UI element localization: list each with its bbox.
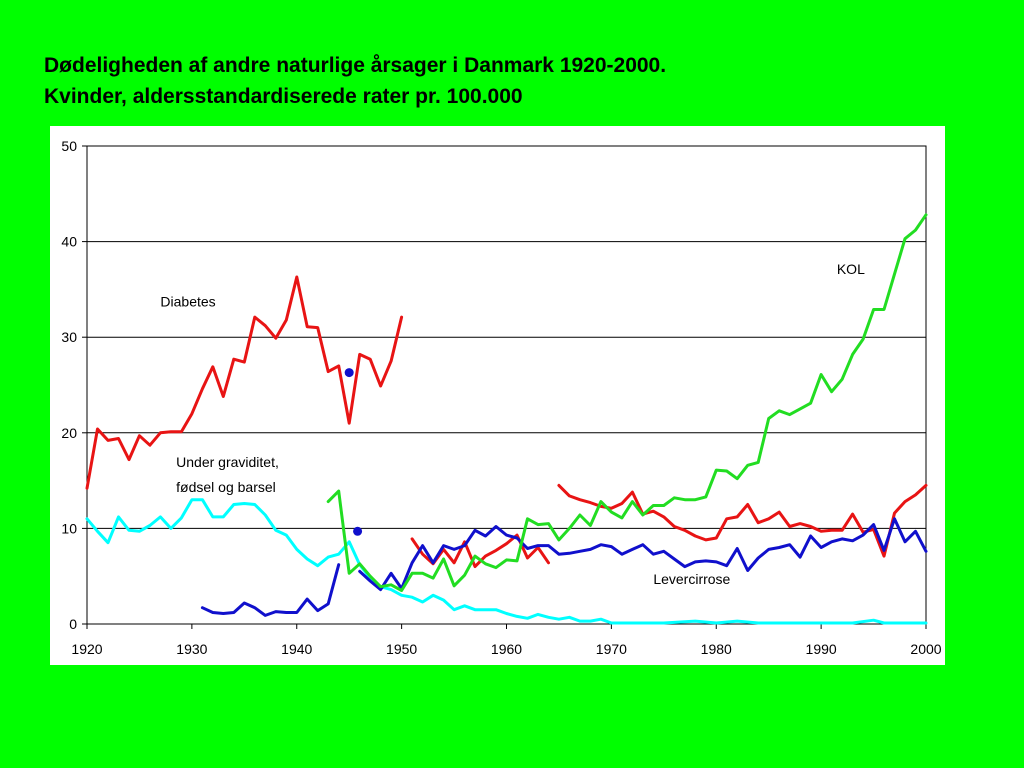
series-2-line-1 — [358, 517, 928, 592]
x-tick-label: 1990 — [806, 641, 837, 657]
x-tick-label: 1950 — [386, 641, 417, 657]
series-3-line-0 — [326, 213, 928, 592]
series-2-point-1 — [353, 526, 363, 536]
series-2-point-0 — [344, 368, 354, 378]
annotation-label: Under graviditet, — [176, 454, 279, 470]
y-tick-label: 30 — [61, 329, 77, 345]
x-tick-label: 1920 — [71, 641, 102, 657]
series-2-line-0 — [200, 563, 341, 617]
chart-panel: 0 10 20 30 40 50 1920 1930 1940 1950 1960 1970 1980 1… — [50, 126, 945, 665]
x-tick-label: 1960 — [491, 641, 522, 657]
y-tick-label: 20 — [61, 425, 77, 441]
chart-svg: 0 10 20 30 40 50 1920 1930 1940 1950 1960 1970 1980 1… — [61, 138, 941, 657]
series-1-line-0 — [85, 498, 928, 625]
y-tick-label: 10 — [61, 520, 77, 536]
chart-title: Dødeligheden af andre naturlige årsager … — [44, 50, 1004, 112]
annotation-label: Levercirrose — [653, 571, 730, 587]
x-tick-label: 1980 — [701, 641, 732, 657]
annotation-label: KOL — [837, 261, 865, 277]
series-0-line-2 — [557, 483, 928, 558]
x-tick-label: 1970 — [596, 641, 627, 657]
y-tick-label: 50 — [61, 138, 77, 154]
chart-title-line1: Dødeligheden af andre naturlige årsager … — [44, 54, 667, 77]
annotation-label: Diabetes — [160, 294, 215, 310]
x-tick-label: 2000 — [910, 641, 941, 657]
x-tick-label: 1940 — [281, 641, 312, 657]
series-0-line-0 — [85, 275, 404, 490]
y-tick-label: 0 — [69, 616, 77, 632]
y-tick-label: 40 — [61, 234, 77, 250]
x-tick-label: 1930 — [176, 641, 207, 657]
plot-frame — [86, 145, 927, 625]
annotation-label: fødsel og barsel — [176, 479, 276, 495]
chart-title-line2: Kvinder, aldersstandardiserede rater pr.… — [44, 85, 523, 108]
